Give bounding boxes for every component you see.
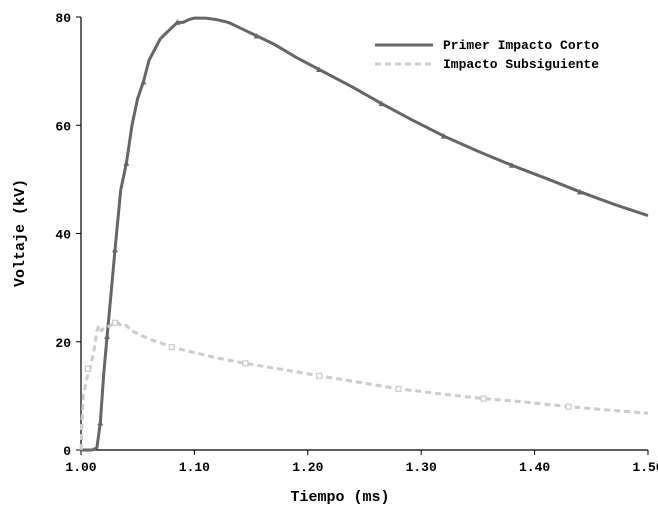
series-marker-primer-impacto-corto bbox=[316, 66, 323, 73]
series-marker-impacto-subsiguiente bbox=[480, 395, 487, 402]
legend: Primer Impacto Corto Impacto Subsiguient… bbox=[375, 38, 599, 72]
series-marker-primer-impacto-corto bbox=[253, 32, 260, 39]
series-marker-primer-impacto-corto bbox=[97, 419, 104, 426]
x-tick-label: 1.30 bbox=[406, 460, 437, 475]
series-line-impacto-subsiguiente bbox=[79, 321, 649, 451]
series-marker-impacto-subsiguiente bbox=[316, 372, 323, 379]
x-tick-label: 1.10 bbox=[179, 460, 210, 475]
x-tick-label: 1.20 bbox=[292, 460, 323, 475]
x-tick-label: 1.00 bbox=[65, 460, 96, 475]
series-marker-primer-impacto-corto bbox=[576, 188, 583, 195]
series-marker-impacto-subsiguiente bbox=[242, 360, 249, 367]
axes bbox=[80, 17, 648, 451]
series-marker-primer-impacto-corto bbox=[378, 100, 385, 107]
series-marker-primer-impacto-corto bbox=[508, 162, 515, 168]
series-marker-primer-impacto-corto bbox=[174, 19, 181, 25]
series-marker-impacto-subsiguiente bbox=[565, 403, 572, 410]
series-marker-impacto-subsiguiente bbox=[395, 385, 402, 392]
series-marker-primer-impacto-corto bbox=[112, 246, 119, 253]
series-marker-primer-impacto-corto bbox=[104, 333, 111, 339]
series-marker-impacto-subsiguiente bbox=[168, 344, 175, 351]
x-axis-label: Tiempo (ms) bbox=[290, 489, 389, 506]
series-marker-impacto-subsiguiente bbox=[84, 365, 91, 372]
series-marker-primer-impacto-corto bbox=[140, 78, 147, 85]
y-tick-label: 60 bbox=[55, 119, 71, 134]
x-tick-label: 1.40 bbox=[519, 460, 550, 475]
series-marker-impacto-subsiguiente bbox=[111, 319, 119, 326]
x-tick-label: 1.50 bbox=[632, 460, 658, 475]
series-marker-primer-impacto-corto bbox=[440, 133, 447, 139]
series-layer bbox=[79, 16, 649, 452]
legend-label-impacto-subsiguiente: Impacto Subsiguiente bbox=[443, 57, 599, 72]
y-tick-label: 80 bbox=[55, 11, 71, 26]
y-tick-label: 20 bbox=[55, 336, 71, 351]
y-tick-label: 0 bbox=[63, 444, 71, 459]
series-marker-primer-impacto-corto bbox=[123, 160, 130, 166]
y-tick-label: 40 bbox=[55, 228, 71, 243]
y-axis-label: Voltaje (kV) bbox=[12, 179, 29, 287]
series-line-primer-impacto-corto bbox=[81, 16, 649, 452]
legend-label-primer-impacto: Primer Impacto Corto bbox=[443, 38, 599, 53]
axis-ticks: 1.00 1.10 1.20 1.30 1.40 1.50 0 20 40 60 80 bbox=[55, 11, 658, 475]
